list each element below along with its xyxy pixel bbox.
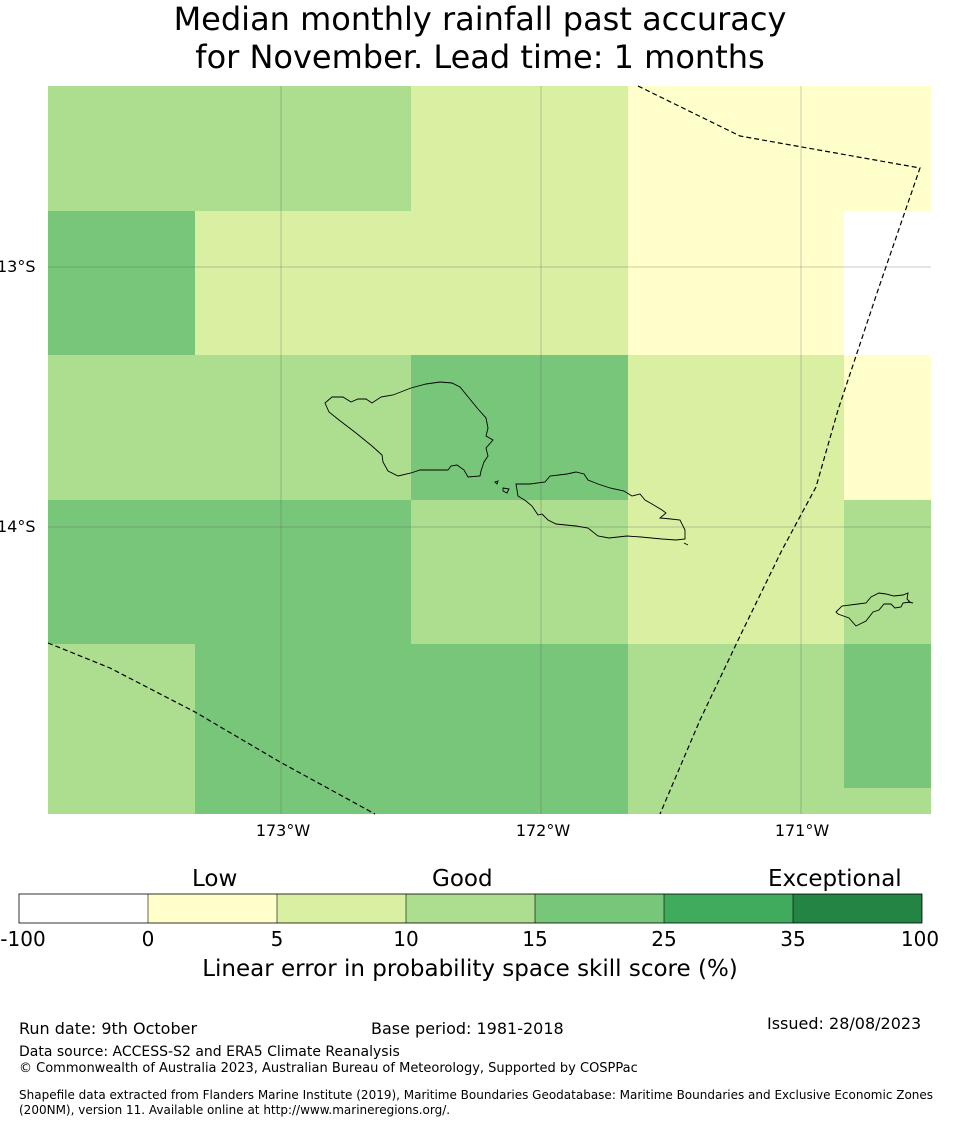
eez-boundaries bbox=[47, 85, 921, 815]
colorbar-tick: 15 bbox=[522, 927, 548, 951]
colorbar bbox=[18, 893, 923, 924]
grid-cell bbox=[195, 644, 628, 814]
islet-manono bbox=[502, 487, 510, 494]
island-upolu bbox=[515, 471, 686, 541]
grid-cell bbox=[195, 211, 628, 355]
colorbar-tick: 10 bbox=[393, 927, 419, 951]
colorbar-tick: 5 bbox=[270, 927, 284, 951]
grid-cell bbox=[844, 355, 931, 500]
data-source: Data source: ACCESS-S2 and ERA5 Climate … bbox=[19, 1044, 400, 1060]
eez-boundary-east bbox=[637, 85, 921, 815]
issued-date: Issued: 28/08/2023 bbox=[767, 1014, 922, 1033]
colorbar-segment bbox=[406, 894, 535, 923]
chart-title-line-2: for November. Lead time: 1 months bbox=[195, 38, 765, 76]
grid-cell bbox=[48, 500, 411, 644]
island-savaii bbox=[324, 381, 494, 478]
grid-cell bbox=[628, 500, 844, 644]
grid-cell bbox=[844, 644, 931, 788]
grid-cell bbox=[628, 355, 844, 500]
colorbar-segment bbox=[535, 894, 664, 923]
chart-title-line-1: Median monthly rainfall past accuracy bbox=[173, 0, 787, 38]
grid-cell bbox=[48, 644, 195, 814]
lon-label-172w: 172°W bbox=[515, 821, 571, 840]
grid-cell bbox=[844, 211, 931, 355]
lat-label-14s: 14°S bbox=[0, 517, 36, 536]
grid-cell bbox=[48, 355, 411, 500]
colorbar-tick: 35 bbox=[780, 927, 806, 951]
colorbar-header-low: Low bbox=[192, 866, 238, 892]
colorbar-segment bbox=[664, 894, 793, 923]
grid-cell bbox=[844, 500, 931, 644]
colorbar-header-exceptional: Exceptional bbox=[768, 866, 902, 892]
grid-cell bbox=[411, 355, 628, 500]
colorbar-header-good: Good bbox=[432, 866, 493, 892]
skill-grid bbox=[48, 86, 931, 814]
grid-cell bbox=[48, 211, 195, 355]
lat-label-13s: 13°S bbox=[0, 257, 36, 276]
base-period: Base period: 1981-2018 bbox=[371, 1019, 564, 1038]
graticule bbox=[48, 86, 931, 814]
shapefile-credit-line-2: (200NM), version 11. Available online at… bbox=[19, 1103, 451, 1117]
colorbar-segment bbox=[793, 894, 922, 923]
colorbar-segment bbox=[148, 894, 277, 923]
lon-label-173w: 173°W bbox=[255, 821, 311, 840]
grid-cell bbox=[628, 211, 844, 355]
eez-boundary-southwest bbox=[47, 642, 376, 815]
islet-aunuu bbox=[907, 601, 914, 604]
grid-cell bbox=[411, 500, 628, 644]
colorbar-caption: Linear error in probability space skill … bbox=[202, 956, 738, 982]
colorbar-tick: 0 bbox=[141, 927, 155, 951]
colorbar-tick: -100 bbox=[0, 927, 46, 951]
colorbar-segment bbox=[19, 894, 148, 923]
island-tutuila bbox=[835, 592, 911, 627]
grid-cell bbox=[411, 86, 628, 211]
colorbar-frame bbox=[18, 893, 923, 924]
shapefile-credit-line-1: Shapefile data extracted from Flanders M… bbox=[19, 1088, 934, 1102]
grid-cell bbox=[628, 86, 931, 211]
coastlines bbox=[324, 381, 914, 627]
colorbar-tick: 25 bbox=[651, 927, 677, 951]
colorbar-segment bbox=[277, 894, 406, 923]
islet-east bbox=[683, 542, 689, 546]
run-date: Run date: 9th October bbox=[19, 1019, 198, 1038]
colorbar-tick: 100 bbox=[900, 927, 940, 951]
lon-label-171w: 171°W bbox=[774, 821, 830, 840]
islet-apolima bbox=[494, 480, 499, 485]
copyright: © Commonwealth of Australia 2023, Austra… bbox=[19, 1061, 638, 1076]
grid-cell bbox=[48, 86, 411, 211]
